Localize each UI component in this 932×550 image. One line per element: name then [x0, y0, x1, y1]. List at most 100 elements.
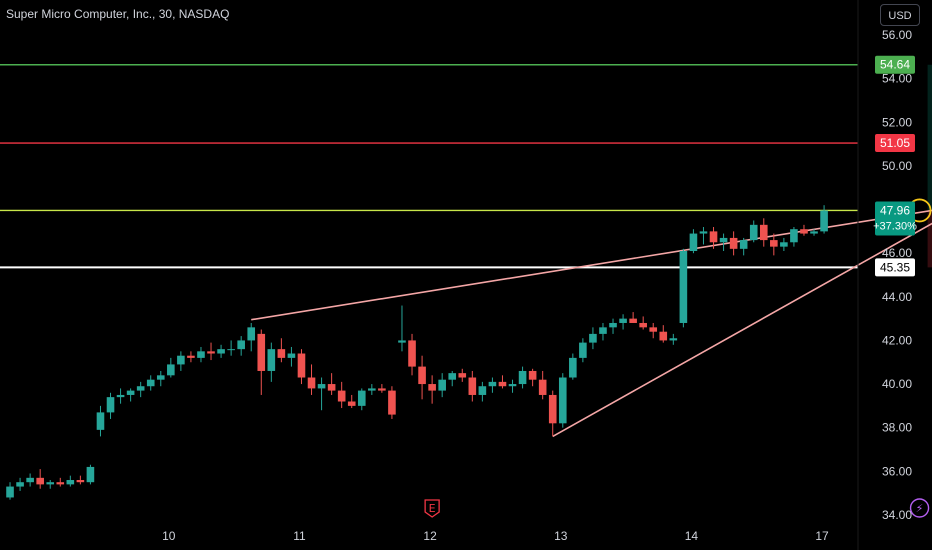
candle-body [56, 482, 65, 485]
marker-symbol: E [429, 502, 436, 515]
long-position-zone[interactable] [927, 64, 932, 268]
marker-symbol: ⚡ [916, 502, 924, 515]
candle-body [558, 377, 567, 424]
candle [428, 375, 436, 404]
candle [116, 388, 125, 404]
candle [790, 227, 798, 247]
trendline-2[interactable] [552, 205, 932, 438]
candle-body [639, 322, 647, 328]
candle-body [569, 357, 577, 378]
price-label-box [875, 201, 915, 236]
candle [438, 373, 446, 398]
candle-body [528, 370, 537, 380]
candle-body [247, 327, 256, 341]
price-label-box [875, 55, 915, 74]
candle-body [388, 390, 396, 415]
candle [187, 351, 195, 363]
candle-body [448, 373, 457, 380]
candle [66, 475, 75, 487]
candle [699, 227, 708, 245]
candle-body [96, 412, 105, 430]
candle-body [689, 233, 698, 252]
candle-body [177, 355, 185, 365]
price-tick-label: 56.00 [882, 28, 912, 42]
horizontal-price-lines[interactable] [0, 64, 858, 269]
candle [770, 233, 778, 256]
candle-body [86, 466, 95, 483]
candle-body [468, 377, 477, 395]
price-line-labels: 54.64 51.05 47.96 +37.30% 45.35 [873, 55, 917, 277]
candle-body [76, 480, 85, 483]
wedge-trendlines[interactable] [251, 205, 932, 438]
candle [167, 357, 175, 378]
chart-title: Super Micro Computer, Inc., 30, NASDAQ [6, 7, 230, 21]
price-tick-label: 40.00 [882, 377, 912, 391]
time-tick-label: 13 [554, 529, 568, 543]
candle-body [659, 331, 668, 341]
candle [468, 370, 477, 402]
trendline-1[interactable] [251, 205, 932, 321]
candle-body [267, 349, 276, 371]
candle [729, 231, 738, 256]
price-label-box [875, 134, 915, 153]
time-tick-label: 10 [162, 529, 176, 543]
currency-button[interactable]: USD [880, 4, 920, 26]
candle [146, 375, 155, 391]
candle-body [709, 231, 718, 243]
candle [739, 237, 748, 256]
candle-body [207, 351, 215, 354]
candle [498, 375, 507, 389]
candle-body [357, 390, 366, 406]
candle [237, 336, 245, 356]
candle-body [217, 349, 225, 354]
time-axis[interactable]: 1011121314171819 [162, 529, 932, 543]
price-label-45.35: 45.35 [880, 260, 910, 274]
candle [488, 377, 497, 393]
candle-body [418, 366, 426, 385]
earnings-marker[interactable]: E [424, 499, 440, 518]
candle-body [197, 351, 205, 358]
profit-zone[interactable] [927, 64, 932, 211]
candle-body [327, 384, 336, 391]
candle [76, 475, 85, 485]
candle-body [679, 251, 688, 323]
candle [267, 342, 276, 382]
candle [388, 386, 396, 419]
dividend-marker[interactable]: ⚡ [909, 498, 930, 518]
time-tick-label: 12 [423, 529, 437, 543]
price-tick-label: 34.00 [882, 508, 912, 522]
price-tick-label: 54.00 [882, 72, 912, 86]
candle [247, 322, 256, 352]
candle [56, 477, 65, 487]
candle [418, 355, 426, 400]
candle [136, 381, 145, 398]
price-tick-label: 42.00 [882, 333, 912, 347]
candle [679, 248, 688, 328]
candle-body [66, 480, 75, 485]
loss-zone[interactable] [927, 210, 932, 268]
candle [227, 340, 235, 356]
candle-body [498, 381, 507, 387]
event-markers[interactable]: E ⚡ [424, 498, 930, 518]
candle-body [398, 340, 406, 343]
candle-body [800, 229, 808, 234]
candle-body [629, 318, 637, 323]
time-tick-label: 14 [685, 529, 699, 543]
candle-body [287, 353, 296, 358]
candle [478, 381, 487, 402]
candle [378, 384, 386, 393]
candle-body [347, 401, 356, 406]
candle [669, 333, 678, 345]
candle [327, 373, 336, 395]
candle [317, 377, 326, 411]
candle [297, 349, 306, 385]
candle [448, 370, 457, 387]
percent-change-label: +37.30% [873, 220, 917, 232]
candle-body [518, 370, 527, 385]
candle [518, 366, 527, 389]
candle-body [749, 224, 758, 241]
candle [126, 388, 135, 402]
candle [619, 314, 627, 330]
candle [749, 220, 758, 243]
